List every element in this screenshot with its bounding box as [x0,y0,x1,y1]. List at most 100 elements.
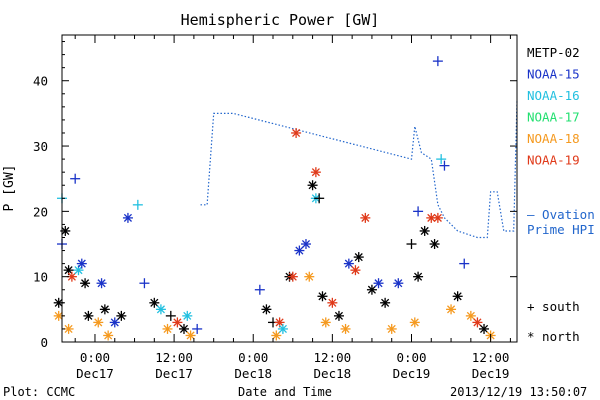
y-tick-label: 0 [40,335,48,350]
north-data-point [432,212,443,223]
south-data-point [413,206,424,217]
north-data-point [122,212,133,223]
x-tick-date-label: Dec19 [393,366,431,381]
north-data-point [103,330,114,341]
south-data-point [132,199,143,210]
plot-credit: Plot: CCMC [3,385,75,399]
north-data-point [63,323,74,334]
legend-entry-noaa-15: NOAA-15 [527,67,580,82]
x-tick-time-label: 12:00 [155,350,193,365]
north-data-point [340,323,351,334]
north-data-point [96,278,107,289]
x-tick-date-label: Dec18 [314,366,352,381]
legend-marker-north: * north [527,329,580,344]
south-data-point [70,173,81,184]
north-data-point [413,271,424,282]
south-data-point [432,56,443,67]
legend: METP-02 NOAA-15 NOAA-16 NOAA-17 NOAA-18 NOAA-… [527,45,595,344]
y-tick-label: 30 [33,139,48,154]
legend-ovation-hpi-line-2: Prime HPI [527,222,595,237]
x-tick-time-label: 12:00 [472,350,510,365]
axes: 0102030400:00Dec1712:00Dec170:00Dec1812:… [33,35,517,381]
south-data-point [192,323,203,334]
north-data-point [350,265,361,276]
north-data-point [149,297,160,308]
north-data-point [360,212,371,223]
south-data-point [406,239,417,250]
plot-frame [61,34,518,343]
north-data-point [452,291,463,302]
south-data-point [139,278,150,289]
north-data-point [320,317,331,328]
data-points [53,56,496,341]
north-data-point [66,271,77,282]
north-data-point [80,278,91,289]
north-data-point [178,323,189,334]
north-data-point [472,317,483,328]
north-data-point [419,225,430,236]
north-data-point [310,167,321,178]
north-data-point [99,304,110,315]
south-data-point [254,284,265,295]
north-data-point [182,310,193,321]
north-data-point [343,258,354,269]
north-data-point [93,317,104,328]
south-data-point [436,154,447,165]
north-data-point [393,278,404,289]
legend-entry-noaa-19: NOAA-19 [527,153,580,168]
north-data-point [271,330,282,341]
north-data-point [446,304,457,315]
north-data-point [465,310,476,321]
x-tick-time-label: 12:00 [314,350,352,365]
legend-marker-south: + south [527,299,580,314]
north-data-point [327,297,338,308]
legend-entry-noaa-18: NOAA-18 [527,131,580,146]
south-data-point [459,258,470,269]
south-data-point [314,193,325,204]
ovation-prime-hpi-line [200,100,518,239]
south-data-point [165,310,176,321]
north-data-point [366,284,377,295]
north-data-point [294,245,305,256]
north-data-point [386,323,397,334]
north-data-point [353,252,364,263]
chart-title: Hemispheric Power [GW] [181,11,380,29]
north-data-point [287,271,298,282]
north-data-point [162,323,173,334]
legend-entry-metp-02: METP-02 [527,45,580,60]
y-tick-label: 40 [33,74,48,89]
y-tick-label: 20 [33,204,48,219]
north-data-point [304,271,315,282]
x-axis-label: Date and Time [238,385,332,399]
x-tick-time-label: 0:00 [238,350,268,365]
south-data-point [439,160,450,171]
north-data-point [109,317,120,328]
north-data-point [116,310,127,321]
north-data-point [373,278,384,289]
north-data-point [317,291,328,302]
north-data-point [429,239,440,250]
x-tick-date-label: Dec18 [234,366,272,381]
legend-entry-noaa-17: NOAA-17 [527,110,580,125]
north-data-point [76,258,87,269]
north-data-point [185,330,196,341]
north-data-point [53,310,64,321]
north-data-point [409,317,420,328]
x-tick-date-label: Dec17 [76,366,114,381]
x-tick-date-label: Dec17 [155,366,193,381]
y-tick-label: 10 [33,270,48,285]
north-data-point [261,304,272,315]
plot-timestamp: 2013/12/19 13:50:07 [450,385,587,399]
north-data-point [172,317,183,328]
legend-entry-noaa-16: NOAA-16 [527,88,580,103]
y-axis-label: P [GW] [2,165,17,212]
north-data-point [300,239,311,250]
north-data-point [333,310,344,321]
north-data-point [291,127,302,138]
ovation-hpi-series [200,100,518,239]
north-data-point [83,310,94,321]
legend-ovation-hpi-line-1: – Ovation [527,207,595,222]
north-data-point [155,304,166,315]
north-data-point [277,323,288,334]
